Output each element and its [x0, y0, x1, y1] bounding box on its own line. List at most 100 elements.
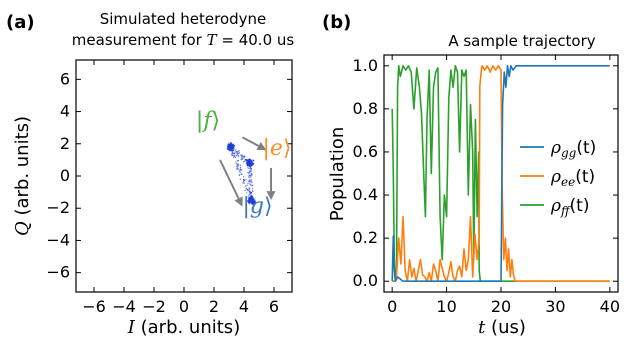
scatter-point: [245, 185, 247, 187]
scatter-point: [246, 164, 249, 167]
scatter-point: [237, 155, 240, 158]
scatter-point: [250, 160, 253, 163]
panel-b: (b) A sample trajectory 0 10 20 30 40 0.0 0.2…: [322, 12, 620, 338]
scatter-point: [242, 181, 245, 183]
scatter-point: [250, 195, 252, 197]
y-tick-label: 0.8: [353, 99, 378, 118]
scatter-point: [233, 152, 236, 154]
y-tick-label: 4: [60, 102, 70, 121]
scatter-point: [250, 169, 252, 171]
scatter-point: [235, 151, 237, 153]
scatter-point: [249, 174, 252, 176]
scatter-point: [250, 180, 253, 182]
scatter-point: [245, 192, 248, 194]
scatter-point: [247, 195, 250, 197]
scatter-point: [252, 184, 254, 187]
scatter-point: [239, 169, 242, 171]
transition-arrow-shaft: [219, 159, 240, 199]
panel-a-label: (a): [6, 12, 35, 33]
scatter-point: [227, 146, 230, 148]
scatter-point: [229, 143, 231, 146]
scatter-point: [248, 187, 250, 190]
scatter-point: [252, 202, 255, 205]
y-tick-label: 0.2: [353, 228, 378, 247]
state-label: |e⟩: [262, 136, 291, 161]
scatter-point: [235, 154, 238, 157]
scatter-point: [250, 167, 252, 170]
scatter-point: [245, 179, 247, 181]
y-tick-label: 0: [60, 166, 70, 185]
x-tick-label: 10: [436, 297, 456, 316]
panel-a-title-line1: Simulated heterodyne: [100, 10, 267, 28]
scatter-point: [241, 154, 244, 156]
scatter-point: [248, 180, 251, 182]
panel-a-x-axis-var: I: [127, 317, 136, 338]
scatter-point: [240, 154, 242, 156]
scatter-point: [243, 160, 246, 162]
panel-a-state-labels: |f⟩ |e⟩ |g⟩: [196, 109, 292, 219]
legend-entry: ρff(t): [550, 196, 589, 218]
panel-a-title-math: T: [207, 31, 218, 49]
panel-a-y-ticks: −6 −4 −2 0 2 4 6: [46, 69, 292, 282]
scatter-point: [248, 188, 251, 191]
scatter-point: [250, 184, 252, 186]
scatter-point: [247, 176, 250, 178]
panel-a-title-suffix: = 40.0 us: [217, 31, 295, 49]
x-tick-label: 40: [600, 297, 620, 316]
panel-a-axes-frame: [75, 59, 293, 293]
scatter-point: [244, 189, 246, 192]
scatter-point: [240, 155, 243, 157]
scatter-point: [231, 149, 234, 152]
state-label: |f⟩: [196, 109, 220, 134]
scatter-point: [247, 180, 250, 182]
panel-a-title-prefix: measurement for: [72, 31, 207, 49]
scatter-point: [238, 170, 241, 172]
y-tick-label: −4: [46, 230, 70, 249]
panel-a-y-axis-var: Q: [12, 221, 33, 236]
scatter-point: [236, 167, 238, 169]
panel-a-title-line2: measurement for T = 40.0 us: [72, 31, 295, 49]
x-tick-label: 4: [239, 297, 249, 316]
scatter-point: [248, 168, 250, 170]
scatter-point: [235, 161, 237, 163]
scatter-point: [247, 171, 249, 174]
scatter-point: [231, 154, 233, 156]
scatter-point: [235, 149, 237, 151]
scatter-point: [227, 143, 230, 146]
panel-b-x-axis-var: t: [478, 317, 486, 338]
scatter-point: [249, 170, 251, 172]
scatter-point: [235, 162, 238, 165]
scatter-point: [234, 151, 236, 153]
scatter-point: [228, 149, 231, 152]
scatter-point: [228, 147, 231, 149]
scatter-point: [247, 201, 250, 204]
scatter-point: [232, 154, 235, 157]
scatter-point: [230, 146, 233, 149]
x-tick-label: 20: [491, 297, 511, 316]
scatter-point: [247, 162, 249, 164]
scatter-point: [241, 173, 243, 175]
scatter-point: [241, 157, 244, 160]
transition-arrow-head: [234, 196, 243, 207]
panel-a-y-axis-unit: (arb. units): [12, 116, 33, 221]
y-tick-label: 0.0: [353, 271, 378, 290]
scatter-point: [237, 150, 240, 152]
panel-b-x-axis-label: t (us): [478, 317, 526, 338]
scatter-point: [242, 182, 244, 184]
x-tick-label: −2: [142, 297, 166, 316]
panel-b-label: (b): [322, 12, 351, 33]
panel-a-x-axis-label: I (arb. units): [127, 317, 240, 338]
scatter-point: [251, 174, 253, 176]
scatter-point: [236, 159, 239, 162]
scatter-point: [251, 189, 254, 192]
scatter-point: [242, 175, 245, 178]
scatter-point: [239, 178, 242, 180]
scatter-point: [252, 190, 254, 193]
scatter-point: [243, 155, 245, 157]
legend-entry: ρgg(t): [550, 138, 596, 160]
scatter-point: [239, 171, 241, 173]
scatter-point: [248, 171, 251, 174]
scatter-point: [248, 159, 251, 162]
scatter-point: [247, 189, 249, 191]
